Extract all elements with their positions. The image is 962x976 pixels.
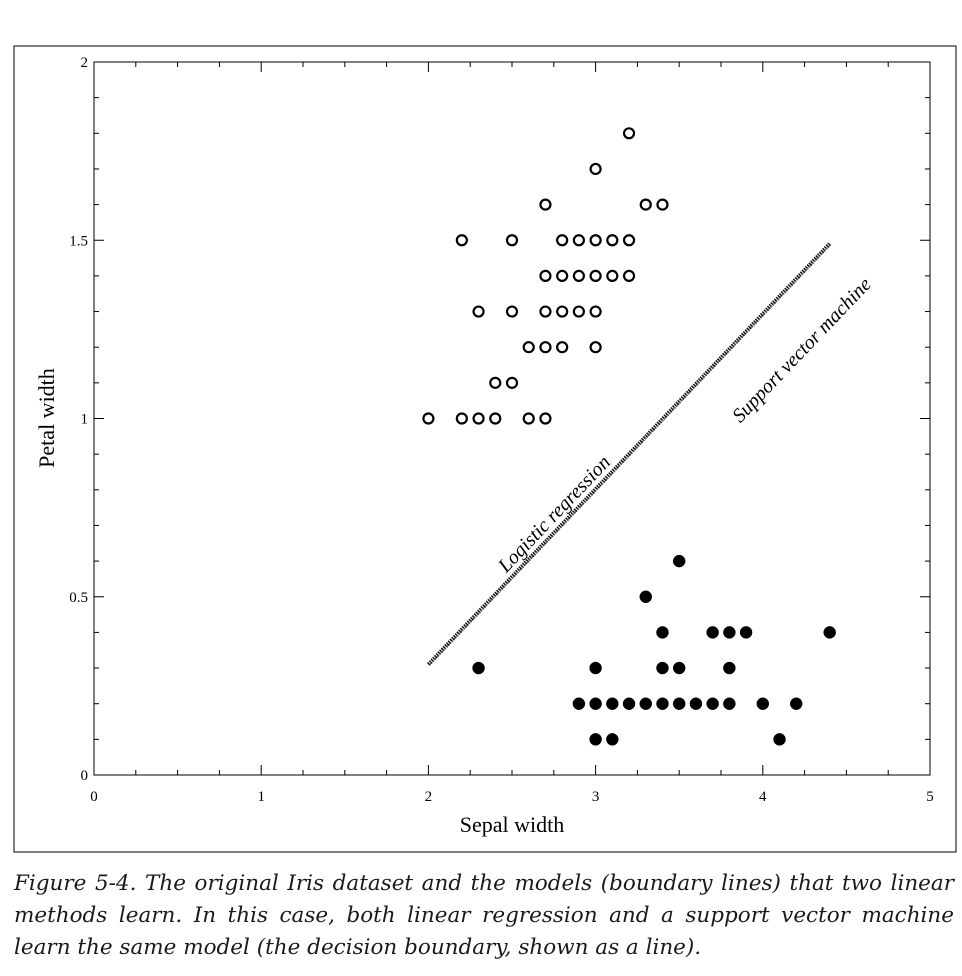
filled-point <box>706 626 719 639</box>
figure-border <box>13 45 957 853</box>
open-point <box>455 412 468 425</box>
open-point <box>556 234 569 247</box>
open-point <box>572 234 585 247</box>
open-point <box>455 234 468 247</box>
filled-point <box>689 697 703 710</box>
y-tick-label: 2 <box>81 55 89 71</box>
plot-area <box>93 61 931 776</box>
x-tick-label: 3 <box>592 789 600 805</box>
x-tick-label: 5 <box>926 789 934 805</box>
open-point <box>656 198 669 211</box>
filled-point <box>672 554 686 568</box>
open-point <box>589 269 602 282</box>
filled-point <box>723 661 736 675</box>
open-point <box>639 198 652 211</box>
filled-point <box>773 733 786 746</box>
open-point <box>606 234 619 247</box>
filled-point <box>823 626 836 639</box>
y-tick-label: 1.5 <box>69 233 88 249</box>
open-point <box>539 269 552 282</box>
open-point <box>556 269 569 282</box>
y-tick-label: 0 <box>81 768 89 784</box>
open-point <box>589 234 602 247</box>
line-annotation: Support vector machine <box>728 273 876 427</box>
open-point <box>622 269 636 282</box>
open-point <box>589 341 602 354</box>
line-annotation: Logistic regression <box>493 451 615 577</box>
filled-point <box>739 626 753 639</box>
open-point <box>572 269 585 282</box>
x-tick-label: 1 <box>257 789 265 805</box>
filled-point <box>572 697 586 710</box>
open-point <box>422 412 435 425</box>
y-axis-title: Petal width <box>34 368 59 468</box>
filled-point <box>606 697 619 710</box>
filled-point <box>656 626 669 639</box>
decision-boundary <box>426 242 832 666</box>
x-axis-title: Sepal width <box>460 812 565 837</box>
x-tick-label: 2 <box>425 789 433 805</box>
x-tick-label: 4 <box>759 789 767 805</box>
open-point <box>505 376 519 389</box>
boundary-line-logistic <box>426 242 832 666</box>
open-point <box>539 305 552 318</box>
filled-point <box>622 697 636 710</box>
filled-point <box>639 697 653 710</box>
y-tick-label: 0.5 <box>69 590 88 606</box>
open-point <box>622 127 636 140</box>
filled-point <box>589 733 602 746</box>
filled-point <box>639 590 653 603</box>
y-tick-label: 1 <box>81 412 89 428</box>
open-point <box>589 305 602 318</box>
open-point <box>539 341 552 354</box>
open-point <box>622 234 636 247</box>
open-point <box>572 305 585 318</box>
filled-point <box>706 697 719 710</box>
tick-labels: 0 1 2 3 4 5 0 0.5 1 1.5 2 <box>69 55 934 805</box>
filled-point <box>606 733 619 746</box>
filled-point <box>789 697 803 710</box>
open-point <box>472 305 485 318</box>
open-point <box>556 341 569 354</box>
open-point <box>522 412 535 425</box>
open-point <box>539 198 552 211</box>
open-point <box>522 341 535 354</box>
data-points <box>422 127 836 746</box>
filled-point <box>672 661 686 675</box>
open-point <box>606 269 619 282</box>
figure-frame: 0 1 2 3 4 5 0 0.5 1 1.5 2 Logistic regression Suppo… <box>13 45 957 853</box>
open-point <box>589 162 602 176</box>
filled-point <box>756 697 770 710</box>
filled-point <box>723 697 736 710</box>
open-point <box>489 376 502 389</box>
filled-point <box>589 661 602 675</box>
filled-point <box>723 626 736 639</box>
open-point <box>505 234 519 247</box>
filled-point <box>589 697 602 710</box>
scatter-chart: 0 1 2 3 4 5 0 0.5 1 1.5 2 Logistic regression Suppo… <box>13 45 957 853</box>
open-point <box>539 412 552 425</box>
open-point <box>489 412 502 425</box>
boundary-line-svm <box>429 243 832 665</box>
open-point <box>472 412 485 425</box>
open-point <box>505 305 519 318</box>
open-point <box>556 305 569 318</box>
figure-caption: Figure 5-4. The original Iris dataset an… <box>14 871 954 960</box>
filled-point <box>672 697 686 710</box>
filled-point <box>656 661 669 675</box>
line-annotations: Logistic regression Support vector machin… <box>493 273 876 577</box>
x-tick-label: 0 <box>90 789 98 805</box>
filled-point <box>472 661 485 675</box>
filled-point <box>656 697 669 710</box>
tick-marks <box>93 61 931 776</box>
